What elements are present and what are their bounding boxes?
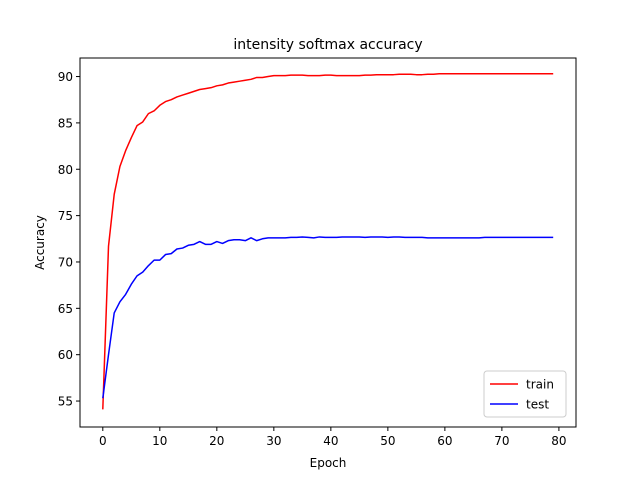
x-tick-label: 60 [437, 434, 452, 448]
y-tick-label: 75 [58, 209, 73, 223]
plot-frame [79, 57, 577, 428]
legend: train test [483, 370, 567, 418]
x-tick-label: 40 [323, 434, 338, 448]
series-line-test [102, 236, 554, 399]
y-tick-label: 80 [58, 163, 73, 177]
legend-box [483, 370, 567, 418]
x-tick-label: 70 [494, 434, 509, 448]
x-tick-label: 0 [99, 434, 107, 448]
x-tick-label: 50 [380, 434, 395, 448]
x-axis-ticks: 0 10 20 30 40 50 60 70 80 [99, 427, 567, 448]
x-tick-label: 10 [152, 434, 167, 448]
x-axis-label: Epoch [310, 456, 347, 470]
y-tick-label: 70 [58, 255, 73, 269]
y-tick-label: 85 [58, 116, 73, 130]
chart-title: intensity softmax accuracy [233, 37, 422, 53]
y-tick-label: 55 [58, 395, 73, 409]
y-tick-label: 90 [58, 70, 73, 84]
y-axis-label: Accuracy [33, 215, 47, 270]
legend-label-train: train [526, 378, 554, 392]
x-tick-label: 30 [266, 434, 281, 448]
plot-lines [102, 73, 554, 410]
y-tick-label: 60 [58, 348, 73, 362]
x-tick-label: 20 [209, 434, 224, 448]
y-tick-label: 65 [58, 302, 73, 316]
y-axis-ticks: 55 60 65 70 75 80 85 90 [58, 70, 80, 409]
series-line-train [102, 73, 554, 410]
x-tick-label: 80 [551, 434, 566, 448]
legend-label-test: test [526, 398, 549, 412]
